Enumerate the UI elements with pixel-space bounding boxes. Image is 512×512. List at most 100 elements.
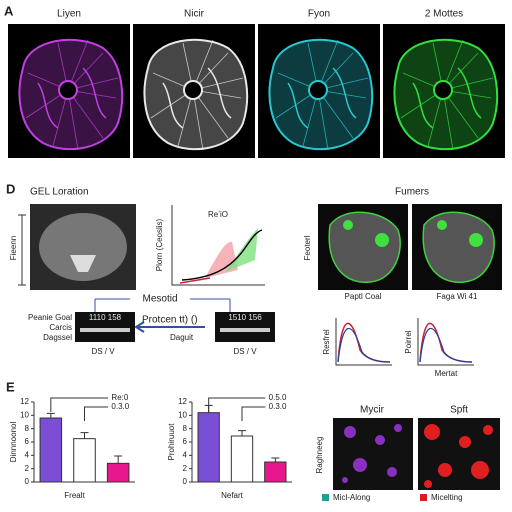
y-tick-label: 6 [25,437,30,446]
gel [215,312,275,342]
y-label: Dinnnoonol [9,422,18,463]
error-bar [114,455,123,464]
y-label: Prohiruuot [167,423,176,461]
y-tick-label: 10 [178,410,187,419]
spots [342,424,402,483]
y-tick-label: 0 [183,477,188,486]
panel-a-images [8,24,505,158]
section [328,211,401,283]
y-tick-label: 8 [25,424,30,433]
tissue [393,38,499,151]
gel-label: Dagssel [43,333,72,342]
bar [197,412,220,483]
section [39,213,127,281]
panel-title: Fumers [395,187,429,198]
spot [343,220,353,230]
gel [75,312,135,342]
gel-band [80,328,130,332]
error-bar [46,412,55,418]
panel-title: GEL Loration [30,187,89,198]
spot [469,233,483,247]
gel-band [220,328,270,332]
section [422,211,495,283]
plot-axis [417,318,474,366]
image-title: Nicir [184,9,205,20]
x-label: Mertat [435,369,458,378]
panel-label: A [4,3,14,18]
plot-legend: ReʼiO [208,210,228,219]
plot-axis [171,205,265,286]
tissue [268,38,374,151]
image-label: Paptl Coal [345,292,382,301]
curve [179,277,211,284]
y-tick-label: 8 [183,424,188,433]
annotation-line [208,397,266,412]
curve [337,322,391,363]
arrow [94,298,231,312]
arrow-label: Mesotid [142,294,177,305]
bar-charts: 024681012DinnnoonolFrealtRe:00.3.0024681… [9,393,292,500]
y-tick-label: 0 [25,477,30,486]
y-label: Raghneeg [315,437,324,474]
image-title: Liyen [57,9,81,20]
curve [419,327,473,363]
section-detail [70,255,96,272]
panel-label: D [6,181,15,196]
tissue [18,38,124,151]
y-tick-label: 12 [178,397,187,406]
gel-bottom: DS / V [91,347,115,356]
y-tick-label: 4 [183,450,188,459]
image-title: Mycir [360,405,385,416]
gel-bottom: DS / V [233,347,257,356]
y-label: Poirrel [404,330,413,353]
y-label: Feoterl [303,235,312,260]
y-label: Resfrel [322,329,331,355]
bar [73,438,96,483]
bracket [18,214,26,286]
annotation: Re:0 [111,393,128,402]
gel-lanes: 1510 156 [228,313,262,322]
bar [264,461,287,483]
gel-label: Daguit [170,333,194,342]
y-label: Plorn (Ceoslis) [155,218,164,271]
annotation: 0.3.0 [269,402,287,411]
spot [437,220,447,230]
y-tick-label: 2 [183,464,188,473]
legend-swatch [420,494,427,501]
band [205,241,238,278]
x-label: Frealt [64,491,85,500]
y-tick-label: 6 [183,437,188,446]
annotation-line [241,406,266,421]
plot-axis [335,318,392,366]
annotation: 0.3.0 [111,402,129,411]
legend-label: Micl-Along [333,493,370,502]
legend-swatch [322,494,329,501]
image-title: Spft [450,405,468,416]
legend-label: Micelting [431,493,463,502]
gel-lanes: 1110 158 [89,313,122,322]
image-title: 2 Mottes [425,9,463,20]
spot [375,233,389,247]
gel-title: Protcen tt) () [142,315,198,326]
error-bar [271,457,280,462]
tissue [143,38,249,151]
y-tick-label: 10 [20,410,29,419]
error-bar [238,430,246,436]
y-tick-label: 12 [20,397,29,406]
spots [424,424,493,488]
image-title: Fyon [308,9,330,20]
arrow-head [134,321,145,333]
curve [181,229,263,281]
y-label: Fieenn [9,236,18,260]
x-label: Nefart [221,491,244,500]
gel-label: Peanie Goal [28,313,72,322]
y-tick-label: 4 [25,450,30,459]
bar [39,417,63,483]
panel-label: E [6,379,15,394]
curve [337,327,391,363]
bar [230,435,254,483]
image-label: Faga Wi 41 [437,292,478,301]
annotation: 0.5.0 [269,393,287,402]
error-bar [80,432,89,439]
